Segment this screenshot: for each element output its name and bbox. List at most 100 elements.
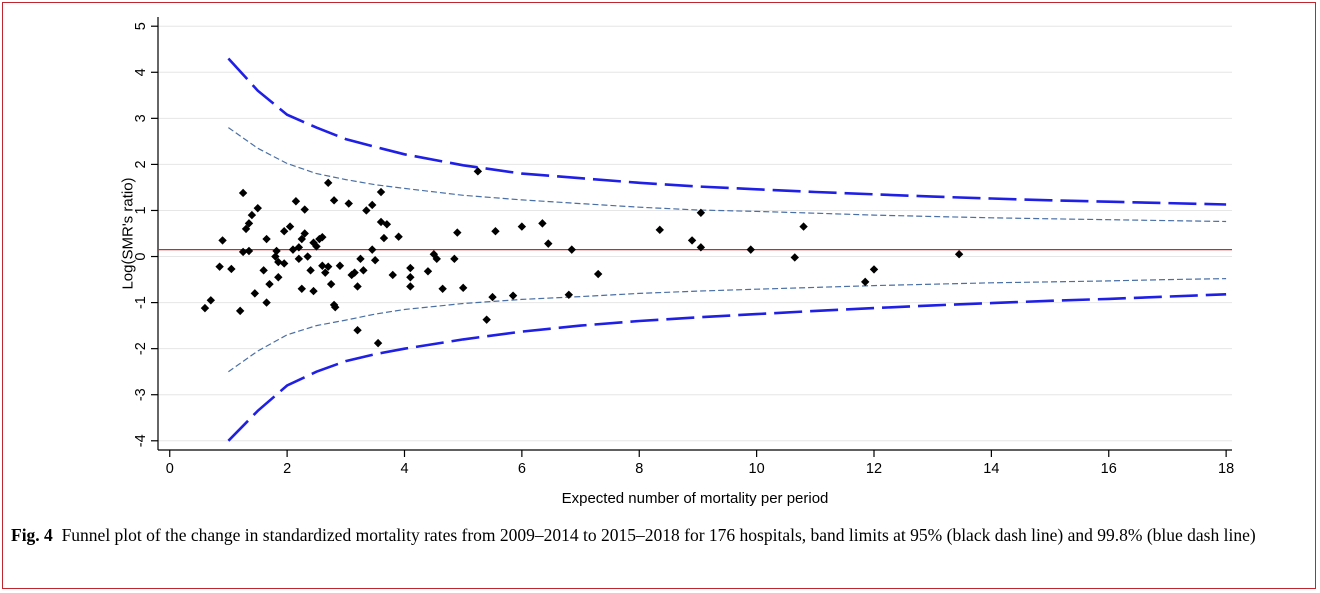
x-tick-label: 10 <box>749 461 765 477</box>
data-point <box>326 279 336 289</box>
data-point <box>259 266 268 275</box>
data-point <box>406 282 415 291</box>
data-point <box>376 187 386 197</box>
y-tick-label: -2 <box>133 342 149 355</box>
data-point <box>344 199 353 208</box>
data-point <box>312 242 321 251</box>
data-point <box>687 236 697 245</box>
data-point <box>300 229 309 238</box>
data-point <box>450 254 459 264</box>
data-point <box>227 264 236 274</box>
x-axis-title: Expected number of mortality per period <box>562 490 829 507</box>
data-point <box>279 259 289 268</box>
data-point <box>291 197 301 206</box>
data-point <box>544 239 553 248</box>
lower-99.8-limit <box>227 293 1227 442</box>
data-point <box>271 252 280 261</box>
data-point <box>538 219 547 228</box>
data-point <box>655 225 664 235</box>
data-point <box>321 268 330 277</box>
data-point <box>508 291 518 300</box>
data-point <box>297 284 306 293</box>
data-point <box>394 232 403 241</box>
data-point <box>200 303 210 313</box>
data-point <box>353 326 362 335</box>
data-point <box>335 261 345 270</box>
data-point <box>458 283 468 293</box>
data-point <box>318 232 327 242</box>
gridlines <box>158 25 1232 442</box>
data-point <box>373 338 383 348</box>
data-point <box>438 284 447 293</box>
data-point <box>331 303 340 312</box>
data-point <box>453 228 462 237</box>
data-point <box>272 246 281 256</box>
data-point <box>379 233 389 243</box>
data-point <box>253 203 262 213</box>
x-tick-label: 16 <box>1101 461 1117 477</box>
limit-lines <box>158 57 1232 442</box>
data-point <box>368 245 377 254</box>
y-tick-label: 3 <box>133 114 149 122</box>
data-point <box>244 246 254 256</box>
data-point <box>244 219 254 228</box>
data-point <box>238 188 248 198</box>
data-point <box>206 296 216 305</box>
data-point <box>350 268 359 277</box>
x-tick-label: 6 <box>518 461 526 477</box>
data-point <box>790 253 799 262</box>
data-point <box>696 243 706 252</box>
data-point <box>262 298 271 307</box>
x-tick-label: 14 <box>983 461 999 477</box>
data-point <box>274 273 283 282</box>
data-point <box>388 270 397 280</box>
upper-95-limit <box>228 127 1227 223</box>
data-point <box>329 196 339 205</box>
data-point <box>406 263 415 273</box>
data-point <box>241 224 251 234</box>
data-point <box>306 266 315 275</box>
y-tick-label: -4 <box>133 434 149 447</box>
data-point <box>593 269 603 279</box>
y-tick-label: 0 <box>133 252 149 260</box>
data-point <box>746 245 755 254</box>
data-point <box>869 265 879 274</box>
data-point <box>799 222 808 231</box>
data-point <box>482 315 491 324</box>
data-point <box>238 247 248 257</box>
data-point <box>567 245 576 254</box>
data-point <box>274 257 283 267</box>
data-point <box>215 262 224 271</box>
data-point <box>297 234 306 244</box>
data-point <box>235 306 245 316</box>
y-tick-label: 1 <box>133 206 149 214</box>
y-tick-label: 2 <box>133 160 149 168</box>
data-point <box>368 200 377 210</box>
data-point <box>362 206 371 215</box>
data-point <box>517 222 527 231</box>
x-tick-label: 2 <box>283 461 291 477</box>
data-point <box>356 254 365 264</box>
y-axis-title: Log(SMR's ratio) <box>120 177 137 289</box>
data-point <box>473 167 483 176</box>
data-point <box>250 289 260 298</box>
data-point <box>382 220 392 229</box>
y-tick-label: -1 <box>133 296 149 309</box>
data-point <box>265 279 274 289</box>
data-point <box>564 290 574 299</box>
caption-text: Funnel plot of the change in standardize… <box>61 525 1256 545</box>
x-tick-label: 18 <box>1218 461 1234 477</box>
data-point <box>247 210 257 220</box>
y-tick-label: -3 <box>133 388 149 401</box>
lower-95-limit <box>228 278 1227 373</box>
data-point <box>954 250 964 259</box>
data-point <box>318 261 327 270</box>
data-point <box>370 256 380 265</box>
data-point <box>279 226 289 236</box>
data-point <box>491 226 500 236</box>
data-point <box>860 277 870 287</box>
data-point <box>303 252 312 261</box>
